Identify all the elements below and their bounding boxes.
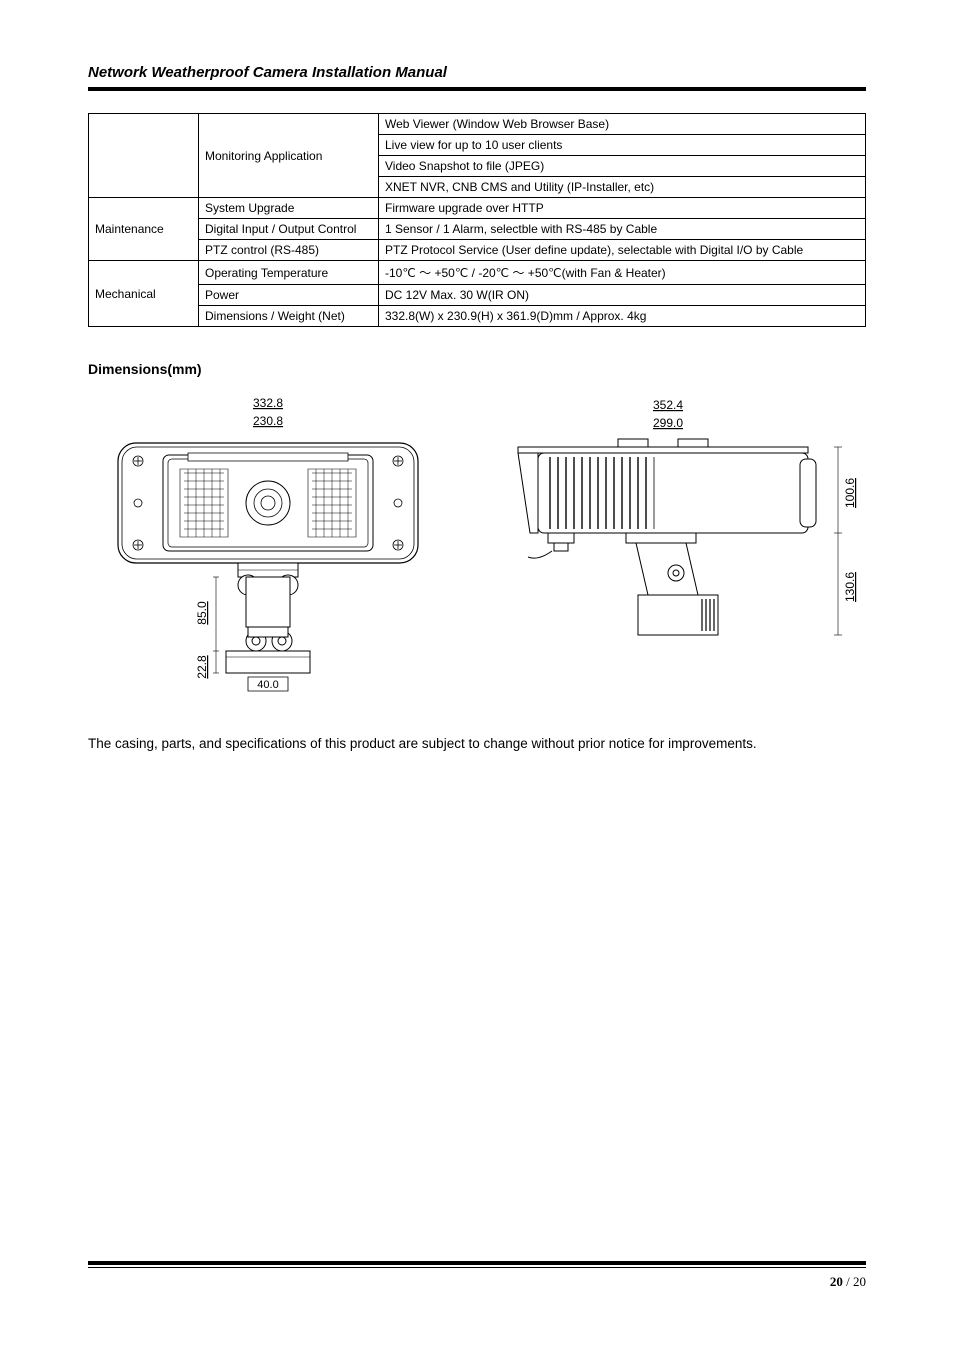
header-rule: [88, 87, 866, 91]
dim-label: 100.6: [843, 478, 857, 508]
dim-label: 40.0: [257, 679, 278, 691]
cat-cell: Mechanical: [89, 261, 199, 327]
feature-cell: Dimensions / Weight (Net): [199, 306, 379, 327]
diagrams-row: 332.8 230.8: [88, 395, 866, 700]
feature-cell: System Upgrade: [199, 198, 379, 219]
page-number: 20 / 20: [88, 1274, 866, 1290]
footer-rule-thick: [88, 1261, 866, 1265]
cat-cell: [89, 114, 199, 198]
spec-table: Monitoring Application Web Viewer (Windo…: [88, 113, 866, 327]
value-cell: 332.8(W) x 230.9(H) x 361.9(D)mm / Appro…: [379, 306, 866, 327]
table-row: Maintenance System Upgrade Firmware upgr…: [89, 198, 866, 219]
dim-label: 85.0: [195, 601, 209, 625]
dim-label: 352.4: [653, 398, 683, 412]
feature-cell: Power: [199, 285, 379, 306]
dimensions-heading: Dimensions(mm): [88, 361, 866, 377]
value-cell: 1 Sensor / 1 Alarm, selectble with RS-48…: [379, 219, 866, 240]
feature-cell: Monitoring Application: [199, 114, 379, 198]
value-cell: XNET NVR, CNB CMS and Utility (IP-Instal…: [379, 177, 866, 198]
disclaimer-text: The casing, parts, and specifications of…: [88, 728, 866, 759]
feature-cell: Operating Temperature: [199, 261, 379, 285]
feature-cell: Digital Input / Output Control: [199, 219, 379, 240]
dim-label: 332.8: [253, 396, 283, 410]
footer-rule-thin: [88, 1267, 866, 1268]
front-view-diagram: 332.8 230.8: [88, 395, 448, 700]
table-row: PTZ control (RS-485) PTZ Protocol Servic…: [89, 240, 866, 261]
table-row: Digital Input / Output Control 1 Sensor …: [89, 219, 866, 240]
dim-label: 230.8: [253, 414, 283, 428]
table-row: Monitoring Application Web Viewer (Windo…: [89, 114, 866, 135]
value-cell: DC 12V Max. 30 W(IR ON): [379, 285, 866, 306]
table-row: Dimensions / Weight (Net) 332.8(W) x 230…: [89, 306, 866, 327]
side-view-diagram: 352.4 299.0: [478, 395, 878, 660]
table-row: Power DC 12V Max. 30 W(IR ON): [89, 285, 866, 306]
dim-label: 130.6: [843, 572, 857, 602]
value-cell: Live view for up to 10 user clients: [379, 135, 866, 156]
page-current: 20: [830, 1274, 843, 1289]
value-cell: Video Snapshot to file (JPEG): [379, 156, 866, 177]
page-total: 20: [853, 1274, 866, 1289]
page-header-title: Network Weatherproof Camera Installation…: [88, 64, 866, 87]
value-cell: Firmware upgrade over HTTP: [379, 198, 866, 219]
dim-label: 22.8: [195, 655, 209, 679]
dim-label: 299.0: [653, 416, 683, 430]
page-sep: /: [843, 1274, 853, 1289]
feature-cell: PTZ control (RS-485): [199, 240, 379, 261]
cat-cell: Maintenance: [89, 198, 199, 261]
value-cell: PTZ Protocol Service (User define update…: [379, 240, 866, 261]
value-cell: -10℃ ～ +50℃ / -20℃ ～ +50℃(with Fan & Hea…: [379, 261, 866, 285]
page-footer: 20 / 20: [88, 1261, 866, 1290]
table-row: Mechanical Operating Temperature -10℃ ～ …: [89, 261, 866, 285]
value-cell: Web Viewer (Window Web Browser Base): [379, 114, 866, 135]
